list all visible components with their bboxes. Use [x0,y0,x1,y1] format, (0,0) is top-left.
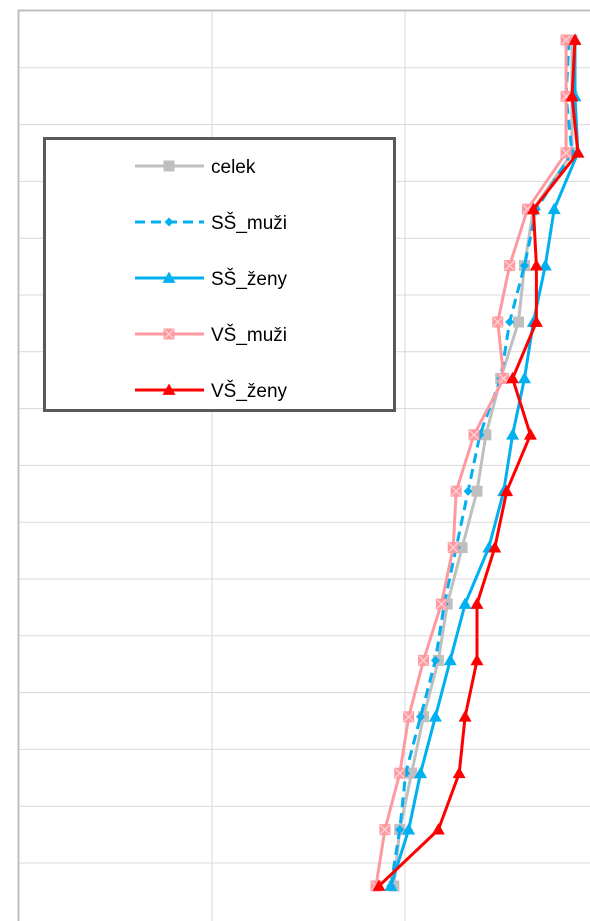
data-point-0-9 [456,542,468,554]
series-line-3 [374,40,568,887]
data-point-0-13 [406,767,418,779]
data-point-3-2-cross [561,147,571,158]
data-point-1-4 [519,261,529,271]
data-point-2-12 [428,710,442,722]
data-point-2-15 [384,879,398,891]
legend: celek SŠ_muži SŠ_ženy VŠ_muži VŠ_ženy [43,137,396,412]
series-line-2 [389,40,580,887]
data-point-2-13 [414,766,428,779]
series-line-4 [377,39,580,888]
data-point-4-13 [452,766,466,779]
data-point-0-5 [513,316,525,328]
legend-marker-0 [163,160,175,172]
data-point-4-5 [529,315,543,327]
data-point-2-7 [506,428,520,440]
legend-marker-2 [162,271,176,283]
data-point-4-14 [431,823,445,835]
data-point-3-13-cross [394,768,405,779]
data-point-4-8 [500,484,514,497]
data-point-4-4 [529,259,543,271]
data-point-3-10-cross [436,599,447,609]
data-point-4-15 [372,879,386,891]
data-point-3-7-cross [469,429,479,440]
data-point-4-10 [470,597,484,609]
data-point-3-5-cross [492,317,503,327]
data-point-4-0 [568,33,582,45]
data-point-2-3 [547,202,561,215]
series-layer [370,33,585,892]
legend-marker-1 [164,217,174,227]
data-point-1-12 [416,712,426,722]
data-point-2-6 [517,371,531,384]
data-point-3-11-cross [418,655,429,666]
data-point-4-6 [506,371,520,384]
data-point-4-1 [565,89,579,102]
data-point-3-6-cross [498,373,509,384]
legend-label-0: celek [211,157,256,178]
data-point-3-4-cross [504,260,515,271]
legend-items: celek SŠ_muži SŠ_ženy VŠ_muži VŠ_ženy [135,157,288,402]
data-point-2-11 [443,653,457,666]
data-point-0-7 [480,429,492,441]
legend-label-3: VŠ_muži [211,324,287,346]
legend-marker-3-cross [164,329,174,339]
data-point-2-10 [458,597,472,609]
data-point-3-14-cross [379,824,390,835]
legend-item-4: VŠ_ženy [135,380,288,402]
legend-item-1: SŠ_muži [135,212,287,234]
data-point-4-7 [523,428,537,440]
series-2 [384,33,585,891]
legend-item-3: VŠ_muži [135,324,287,346]
legend-label-4: VŠ_ženy [211,380,288,402]
data-point-4-9 [488,541,502,553]
legend-item-2: SŠ_ženy [135,268,288,290]
legend-label-1: SŠ_muži [211,212,287,234]
data-point-2-4 [538,259,552,271]
data-point-0-8 [471,485,483,497]
plot-area-border [17,9,590,921]
legend-item-0: celek [135,157,256,178]
data-point-3-8-cross [451,486,462,497]
data-point-1-8 [463,486,473,496]
data-point-3-0-cross [561,35,571,45]
data-point-1-11 [430,655,440,665]
data-point-4-11 [470,653,484,666]
data-point-1-5 [505,317,515,327]
data-point-2-14 [402,823,416,835]
data-point-3-9-cross [448,542,459,553]
legend-marker-4 [162,383,176,395]
data-point-4-2 [571,146,585,158]
data-point-1-14 [395,825,405,835]
data-point-4-3 [526,202,540,215]
data-point-4-12 [458,710,472,722]
legend-label-2: SŠ_ženy [211,268,288,290]
series-4 [372,33,585,891]
data-point-3-12-cross [403,711,414,722]
legend-box [43,137,396,412]
